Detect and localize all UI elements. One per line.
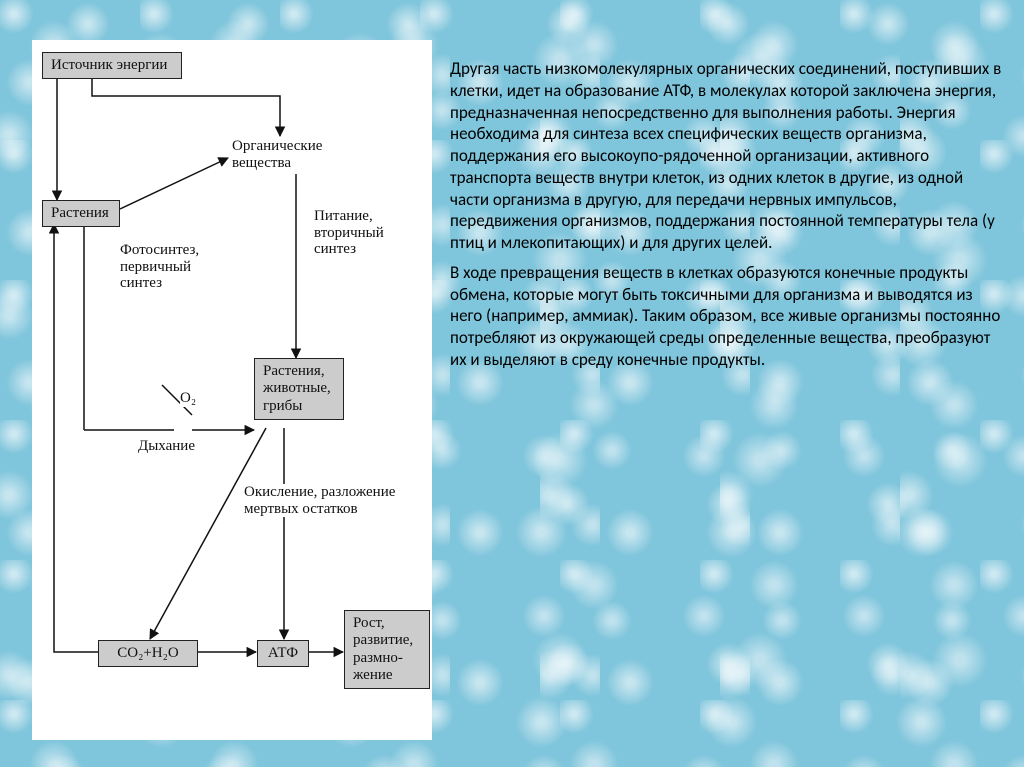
node-source: Источник энергии (42, 52, 182, 79)
node-organisms: Растения, животные, грибы (254, 358, 344, 420)
label-o2: O₂ (180, 390, 196, 407)
paragraph-2: В ходе превращения веществ в клетках обр… (450, 262, 1005, 371)
flowchart-panel: Источник энергии Растения Растения, живо… (32, 40, 432, 740)
body-text: Другая часть низкомолекулярных органичес… (450, 58, 1005, 379)
node-co2h2o: CO₂+H₂O (98, 640, 198, 667)
node-plants: Растения (42, 200, 120, 227)
label-organic: Органические вещества (232, 138, 322, 171)
node-atf: АТФ (257, 640, 309, 667)
node-growth: Рост, развитие, размно- жение (344, 610, 430, 689)
label-photosynthesis: Фотосинтез, первичный синтез (120, 242, 199, 292)
label-nutrition: Питание, вторичный синтез (314, 208, 384, 258)
paragraph-1: Другая часть низкомолекулярных органичес… (450, 58, 1005, 254)
label-breathing: Дыхание (138, 438, 195, 455)
label-oxidation: Окисление, разложение мертвых остатков (244, 484, 395, 517)
